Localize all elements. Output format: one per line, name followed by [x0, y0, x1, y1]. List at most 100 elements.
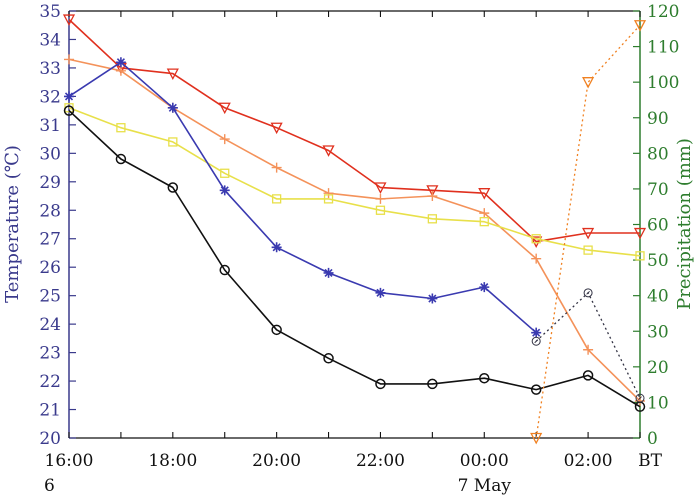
y2-tick-label: 100 — [647, 73, 679, 93]
series-point — [271, 324, 282, 336]
series-point — [219, 185, 230, 196]
series-point — [531, 234, 541, 244]
series-point — [479, 372, 490, 384]
series-point — [115, 65, 126, 76]
axis-ticks: 20 21 22 23 24 25 26 27 28 29 30 31 32 33 34 35 0 10 20 30 4… — [39, 2, 679, 496]
series-point — [427, 191, 438, 202]
series-point — [322, 145, 335, 157]
series-point — [583, 245, 593, 255]
x-tick-label: 00:00 — [460, 451, 509, 471]
series-point-inner — [586, 290, 590, 295]
y-tick-label: 33 — [39, 59, 61, 79]
series-point — [426, 185, 439, 197]
series-point — [531, 336, 541, 346]
y-tick-label: 27 — [39, 230, 61, 250]
x-tick-label: 16:00 — [45, 451, 94, 471]
series-point — [218, 102, 231, 115]
series-point — [633, 227, 647, 240]
series-point — [323, 267, 334, 278]
y-tick-label: 34 — [39, 30, 61, 50]
series-point — [531, 253, 542, 264]
series-point — [63, 105, 75, 116]
y-tick-label: 24 — [39, 315, 61, 335]
series-point — [64, 54, 74, 65]
y-tick-label: 23 — [39, 344, 61, 364]
series-point — [115, 153, 127, 165]
series-point — [479, 217, 489, 227]
series-point — [427, 214, 438, 224]
series-2 — [64, 103, 645, 261]
series-point — [166, 68, 179, 81]
y2-tick-label: 80 — [647, 144, 669, 164]
series-point-inner — [534, 339, 539, 344]
y-tick-label: 35 — [39, 2, 61, 22]
series-point — [427, 378, 438, 390]
y2-tick-label: 20 — [647, 358, 669, 378]
y2-tick-label: 90 — [647, 109, 669, 129]
series-point — [167, 102, 178, 113]
series-point — [635, 251, 645, 261]
series-0 — [62, 14, 647, 248]
y-tick-label: 25 — [39, 287, 61, 307]
series-point — [375, 205, 386, 215]
y2-tick-label: 110 — [647, 38, 679, 58]
x-tick-label: 02:00 — [564, 451, 613, 471]
series-point — [375, 378, 386, 390]
series-point — [633, 20, 647, 32]
series-line — [68, 110, 641, 408]
series-3 — [64, 57, 542, 338]
y2-tick-label: 60 — [647, 216, 669, 236]
series-point — [64, 91, 74, 102]
y-tick-label: 30 — [39, 144, 61, 164]
series-point — [323, 353, 334, 364]
y2-tick-label: 0 — [647, 429, 658, 449]
series-line — [535, 24, 641, 439]
series-point — [530, 236, 543, 248]
y-tick-label: 20 — [39, 429, 61, 449]
series-point — [582, 370, 594, 381]
series-layer — [62, 14, 647, 445]
series-point — [271, 242, 282, 253]
x-tick-label: 18:00 — [148, 451, 197, 471]
series-point — [116, 123, 126, 133]
y-tick-label: 26 — [39, 258, 61, 278]
series-point — [478, 188, 491, 200]
series-point — [479, 282, 490, 293]
y2-tick-label: 40 — [647, 287, 669, 307]
plot-frame — [68, 10, 641, 439]
series-point — [271, 194, 282, 204]
y-tick-label: 21 — [39, 401, 61, 421]
y-tick-label: 28 — [39, 201, 61, 221]
x-tick-label: 20:00 — [252, 451, 301, 471]
series-4 — [63, 105, 646, 412]
x-unit-label: BT — [638, 451, 662, 471]
series-point — [635, 393, 645, 403]
series-point — [583, 344, 594, 355]
y2-tick-label: 70 — [647, 180, 669, 200]
series-6 — [530, 20, 647, 445]
series-point — [530, 384, 542, 395]
series-point — [375, 193, 386, 204]
y2-tick-label: 10 — [647, 393, 669, 413]
series-point — [479, 208, 490, 219]
y-tick-label: 32 — [39, 87, 61, 107]
series-point — [323, 188, 334, 199]
y2-tick-label: 30 — [647, 322, 669, 342]
series-point — [115, 57, 126, 68]
series-point — [582, 77, 595, 89]
series-point — [375, 287, 386, 298]
y-tick-label: 22 — [39, 372, 61, 392]
series-point — [167, 182, 179, 193]
series-1 — [64, 54, 645, 406]
series-point — [530, 432, 543, 445]
series-point — [219, 264, 230, 276]
y-tick-label: 31 — [39, 116, 61, 136]
series-point — [323, 194, 334, 204]
series-line — [68, 18, 640, 243]
y-axis-title: Temperature (℃) — [2, 145, 23, 303]
y-tick-label: 29 — [39, 173, 61, 193]
y2-tick-label: 50 — [647, 251, 669, 271]
series-point — [271, 162, 282, 173]
series-line — [68, 107, 641, 257]
date-label: 6 — [44, 476, 55, 496]
